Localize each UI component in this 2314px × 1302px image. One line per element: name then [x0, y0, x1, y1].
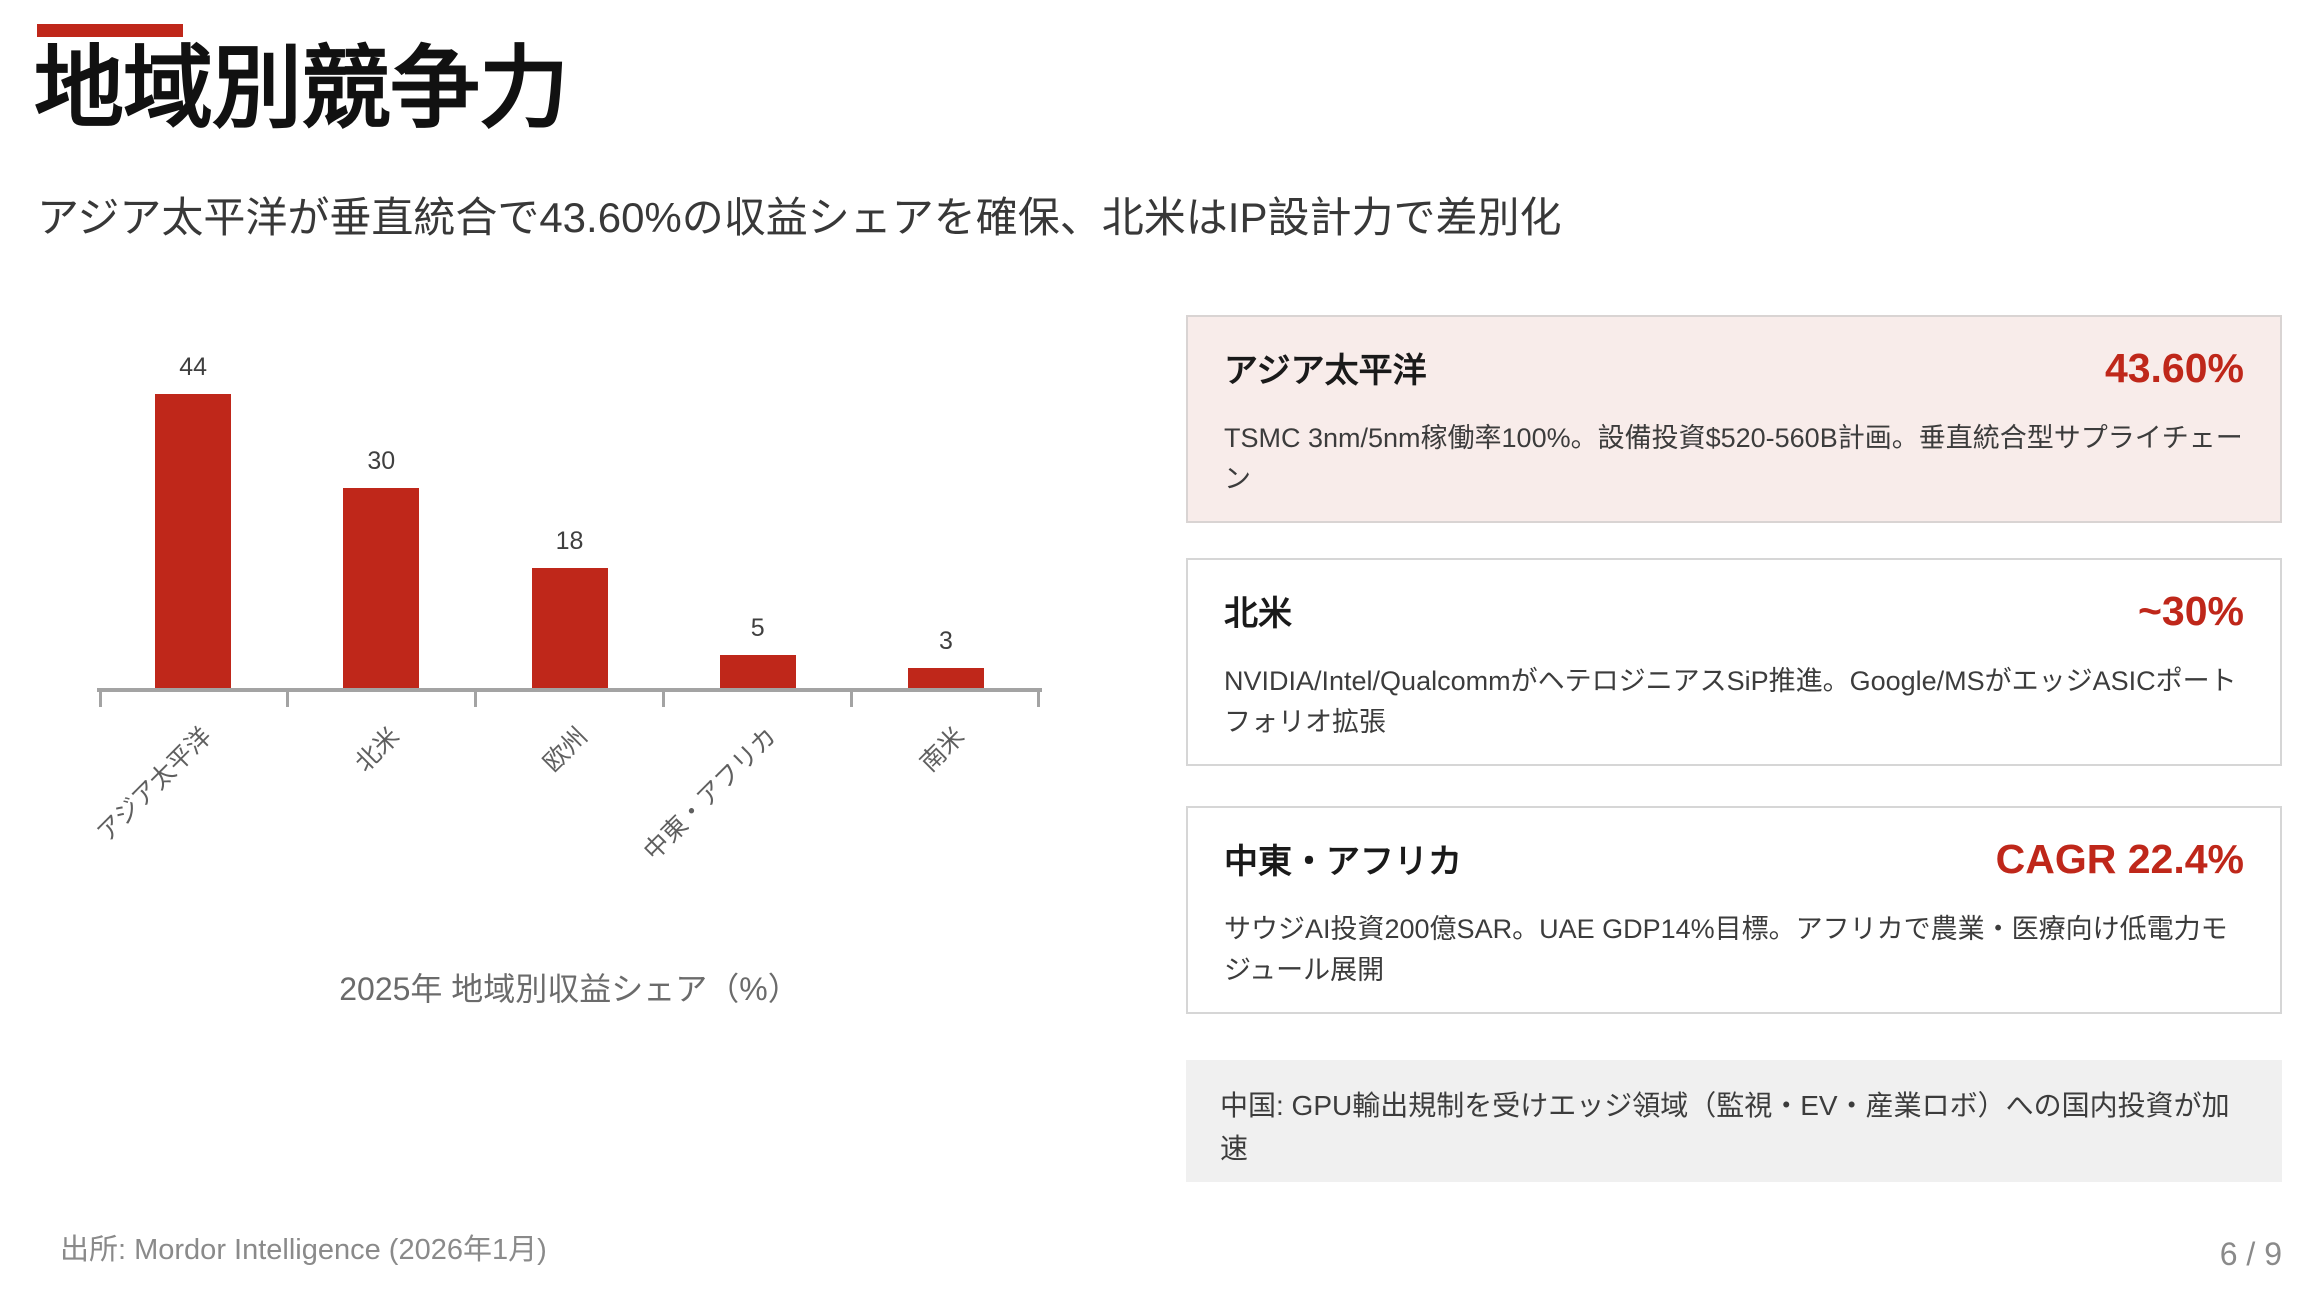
- card-value: CAGR 22.4%: [1995, 836, 2244, 882]
- card-asia-pacific: アジア太平洋 43.60% TSMC 3nm/5nm稼働率100%。設備投資$5…: [1186, 315, 2282, 523]
- page-subtitle: アジア太平洋が垂直統合で43.60%の収益シェアを確保、北米はIP設計力で差別化: [37, 194, 1562, 241]
- chart-bar: [343, 488, 420, 688]
- card-head: アジア太平洋 43.60%: [1224, 343, 2244, 392]
- bar-value-label: 5: [750, 614, 765, 642]
- accent-bar: [37, 24, 183, 37]
- x-tick-label: 北米: [350, 722, 406, 778]
- bar-value-label: 18: [555, 527, 584, 555]
- x-axis-tick: [285, 692, 289, 707]
- chart-bar: [531, 568, 608, 688]
- x-tick-label: 欧州: [538, 722, 594, 778]
- chart-bar: [155, 394, 232, 688]
- chart-plot: 44 30 18 5 3: [99, 340, 1040, 688]
- page-title: 地域別競争力: [34, 39, 569, 139]
- china-note: 中国: GPU輸出規制を受けエッジ領域（監視・EV・産業ロボ）への国内投資が加速: [1186, 1060, 2282, 1182]
- bar-value-label: 30: [367, 447, 396, 475]
- card-north-america: 北米 ~30% NVIDIA/Intel/QualcommがヘテロジニアスSiP…: [1186, 558, 2282, 766]
- chart-bar: [719, 655, 796, 688]
- page-number: 6 / 9: [2219, 1236, 2282, 1272]
- x-axis-tick: [473, 692, 477, 707]
- bar-value-label: 3: [938, 627, 953, 655]
- card-value: ~30%: [2137, 588, 2244, 634]
- card-body: サウジAI投資200億SAR。UAE GDP14%目標。アフリカで農業・医療向け…: [1224, 914, 2228, 985]
- card-body: NVIDIA/Intel/QualcommがヘテロジニアスSiP推進。Googl…: [1224, 666, 2237, 737]
- x-axis-tick: [850, 692, 854, 707]
- card-middle-east-africa: 中東・アフリカ CAGR 22.4% サウジAI投資200億SAR。UAE GD…: [1186, 806, 2282, 1014]
- chart-caption: 2025年 地域別収益シェア（%）: [339, 971, 800, 1007]
- x-axis-labels: アジア太平洋 北米 欧州 中東・アフリカ 南米: [92, 718, 1040, 918]
- card-title: アジア太平洋: [1224, 352, 1427, 390]
- bar-value-label: 44: [179, 353, 207, 381]
- card-title: 中東・アフリカ: [1224, 843, 1462, 881]
- x-axis-tick: [662, 692, 666, 707]
- x-tick-label: 南米: [914, 722, 970, 778]
- bar-chart: 44 30 18 5 3 アジア太平洋 北米 欧州 中東・アフリカ 南米 2025年 地域別収益…: [92, 340, 1042, 1020]
- source-text: 出所: Mordor Intelligence (2026年1月): [60, 1234, 547, 1266]
- card-title: 北米: [1224, 595, 1292, 633]
- x-tick-label: 中東・アフリカ: [638, 722, 782, 866]
- x-tick-label: アジア太平洋: [91, 722, 218, 848]
- x-axis: [97, 688, 1042, 692]
- card-body: TSMC 3nm/5nm稼働率100%。設備投資$520-560B計画。垂直統合…: [1224, 423, 2243, 494]
- chart-bar: [907, 668, 984, 688]
- card-head: 中東・アフリカ CAGR 22.4%: [1224, 834, 2244, 883]
- card-value: 43.60%: [2104, 345, 2244, 391]
- x-axis-tick: [1037, 692, 1040, 707]
- x-axis-tick: [99, 692, 102, 707]
- card-head: 北米 ~30%: [1224, 586, 2244, 635]
